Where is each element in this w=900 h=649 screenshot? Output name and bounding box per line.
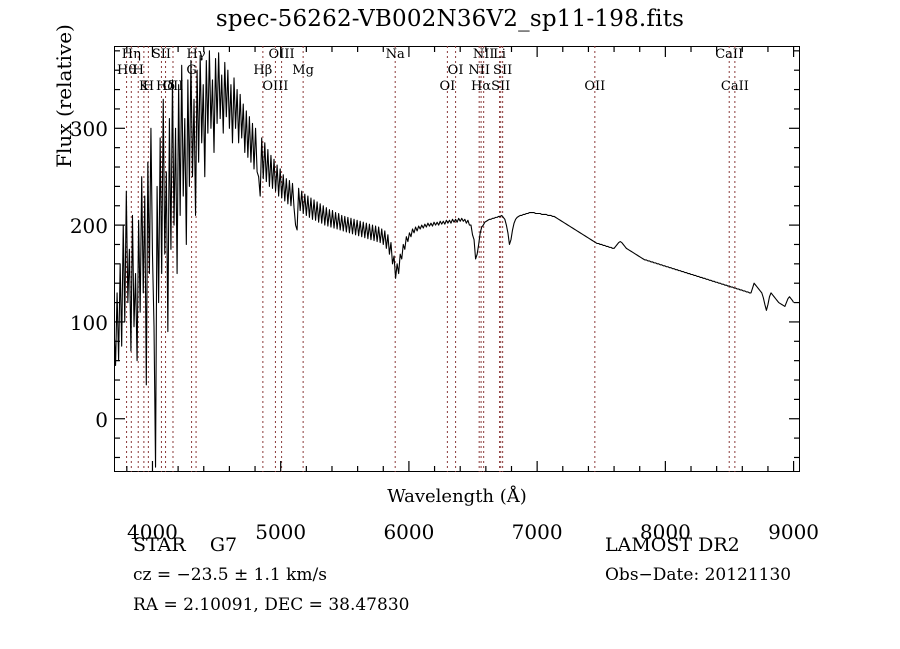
spectral-line-label: OI (439, 79, 456, 94)
x-axis-label: Wavelength (Å) (387, 486, 527, 507)
plot-frame (114, 46, 800, 472)
spectral-line-label: NII (468, 63, 490, 78)
coordinates: RA = 2.10091, DEC = 38.47830 (133, 595, 410, 615)
metadata-left-column: STAR G7 cz = −23.5 ± 1.1 km/s RA = 2.100… (133, 530, 409, 620)
spectral-line-label: OIII (262, 79, 289, 94)
spectral-line-label: OI (447, 63, 464, 78)
spectral-line-label: Hδ (155, 79, 176, 94)
spectrum-svg (114, 46, 800, 472)
spectral-line-label: H (132, 63, 144, 78)
x-tick-label: 7000 (511, 520, 563, 544)
spectrum-plot: Hθ Hη H K H SII Hδ OII G Hγ Hβ OIII OIII Mg Na OI OI NII H… (52, 24, 819, 544)
spectral-line-label: SII (491, 79, 511, 94)
spectral-line-label: OII (584, 79, 606, 94)
y-tick-label: 200 (69, 214, 108, 239)
spectral-line-label: H (142, 79, 155, 94)
survey-name: LAMOST DR2 (605, 534, 740, 556)
x-tick-label: 9000 (768, 520, 820, 544)
metadata-right-column: LAMOST DR2 Obs−Date: 20121130 (605, 530, 791, 590)
star-type-row: STAR G7 (133, 530, 409, 560)
spectral-line-label: CaII (715, 47, 744, 62)
y-tick-label: 300 (69, 117, 108, 142)
spectral-line-label: G (186, 63, 197, 78)
spectral-line-label: K (139, 79, 149, 94)
object-type: STAR (133, 534, 186, 556)
x-tick-label: 8000 (639, 520, 691, 544)
spectral-line-label: Na (385, 47, 405, 62)
spectral-line-label: Li (493, 47, 506, 62)
metadata-footer: STAR G7 cz = −23.5 ± 1.1 km/s RA = 2.100… (0, 530, 900, 645)
y-tick-label: 0 (95, 407, 108, 432)
spectral-line-label: CaII (720, 79, 749, 94)
spectral-line-label: NII (472, 47, 495, 62)
x-tick-label: 4000 (127, 520, 178, 544)
y-tick-label: 100 (69, 310, 108, 335)
spectral-line-label: OIII (268, 47, 295, 62)
x-tick-label: 5000 (255, 520, 307, 544)
page-title: spec-56262-VB002N36V2_sp11-198.fits (215, 6, 685, 32)
spectral-line-label: Hθ (116, 63, 137, 78)
spectral-line-label: Mg (292, 63, 314, 78)
spectral-line-label: Hγ (186, 47, 206, 62)
spectral-line-label: SII (151, 47, 172, 62)
spectral-line-label: OII (162, 79, 184, 94)
y-axis-label: Flux (relative) (52, 24, 76, 168)
spectral-line-label: Hβ (253, 63, 273, 78)
spectral-line-label: SII (493, 63, 513, 78)
obs-date: Obs−Date: 20121130 (605, 565, 792, 585)
spectral-line-label: Hα (471, 79, 492, 94)
x-tick-label: 6000 (383, 520, 435, 544)
spectral-class: G7 (209, 534, 238, 556)
cz-value: cz = −23.5 ± 1.1 km/s (133, 565, 327, 585)
spectral-line-label: Hη (121, 47, 141, 62)
